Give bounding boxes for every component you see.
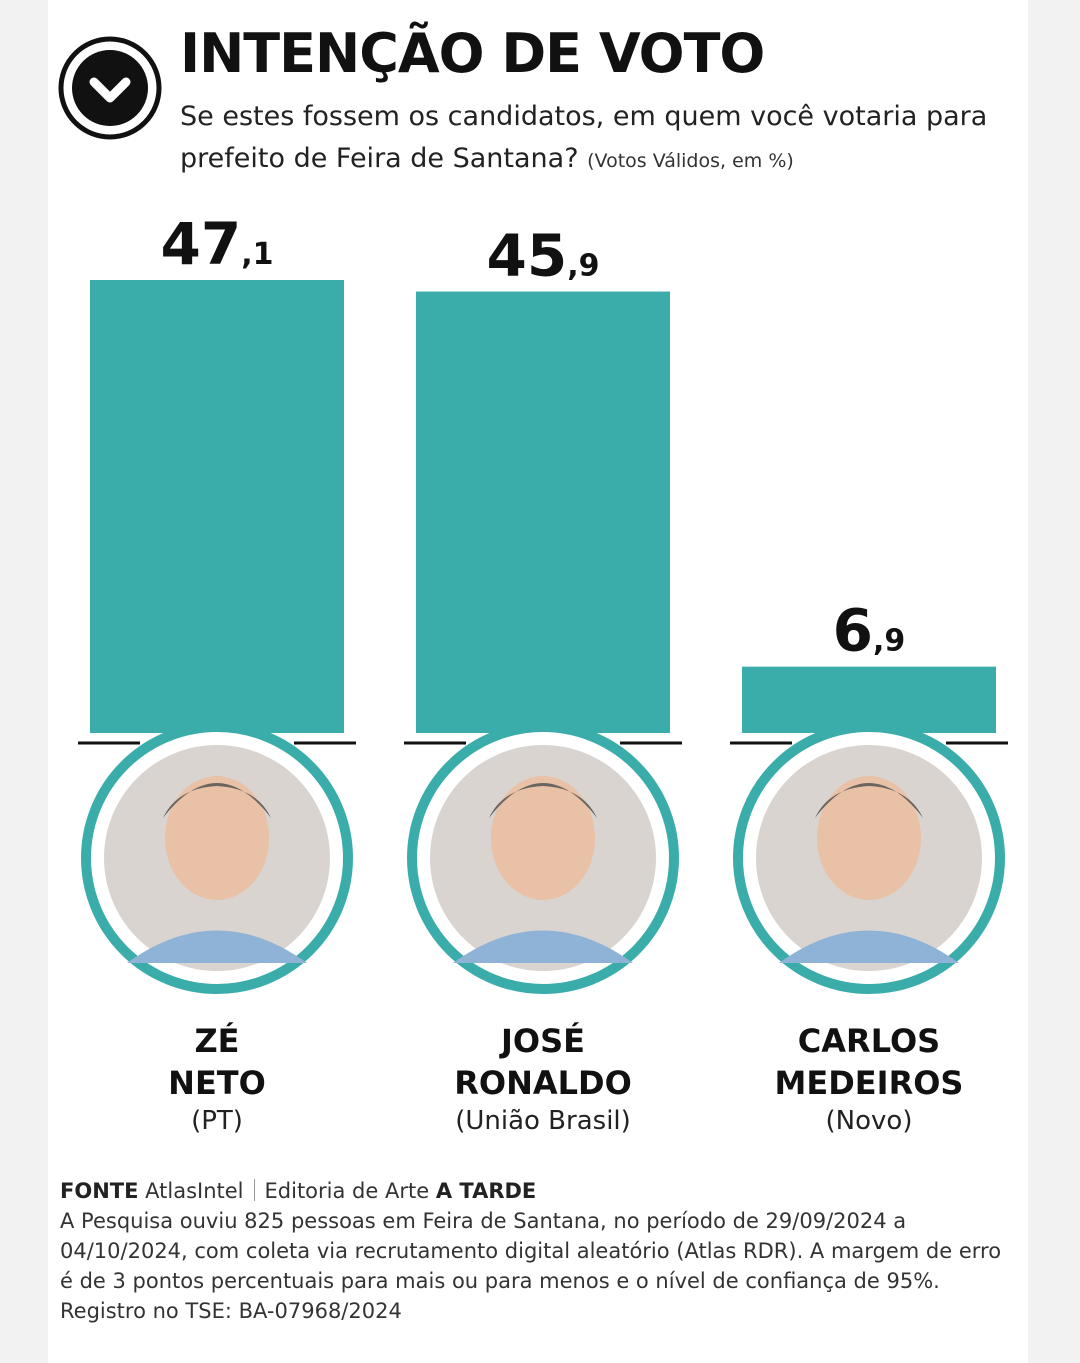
- candidate-name-3: CARLOS MEDEIROS: [719, 1020, 1019, 1104]
- value-label-1: 47,1: [161, 210, 274, 278]
- candidate-name-1: ZÉ NETO: [67, 1020, 367, 1104]
- photo-shoulders-3: [779, 930, 959, 963]
- candidate-party-2: (União Brasil): [455, 1106, 631, 1136]
- photo-hair-3: [815, 783, 923, 818]
- candidate-party-3: (Novo): [825, 1106, 913, 1136]
- methodology-note: A Pesquisa ouviu 825 pessoas em Feira de…: [60, 1209, 1002, 1323]
- photo-hair-1: [163, 783, 271, 818]
- candidate-name-1-line1: ZÉ: [194, 1022, 240, 1060]
- candidate-name-1-line2: NETO: [168, 1064, 266, 1102]
- candidate-name-2: JOSÉ RONALDO: [393, 1020, 693, 1104]
- value-label-2: 45,9: [487, 222, 600, 290]
- candidate-name-2-line1: JOSÉ: [500, 1022, 585, 1060]
- bar-1: [90, 280, 344, 733]
- value-label-3: 6,9: [833, 597, 906, 665]
- question-text: Se estes fossem os candidatos, em quem v…: [180, 101, 988, 174]
- footer: FONTE AtlasIntel Editoria de Arte A TARDE…: [60, 1176, 1020, 1326]
- photo-shoulders-1: [127, 930, 307, 963]
- photo-shoulders-2: [453, 930, 633, 963]
- divider: [253, 1179, 255, 1201]
- source-line: FONTE AtlasIntel Editoria de Arte A TARDE: [60, 1176, 1020, 1206]
- credit-prefix: Editoria de Arte: [264, 1179, 430, 1203]
- candidate-name-3-line2: MEDEIROS: [774, 1064, 964, 1102]
- photo-face-2: [491, 776, 595, 900]
- chart-subtitle: Se estes fossem os candidatos, em quem v…: [180, 96, 1020, 182]
- bar-3: [742, 666, 996, 733]
- chart-title: INTENÇÃO DE VOTO: [180, 22, 765, 85]
- candidate-party-1: (PT): [191, 1106, 243, 1136]
- source-label: FONTE: [60, 1179, 139, 1203]
- bar-2: [416, 291, 670, 733]
- unit-note: (Votos Válidos, em %): [587, 150, 794, 172]
- credit-brand: A TARDE: [435, 1179, 537, 1203]
- source-name: AtlasIntel: [145, 1179, 244, 1203]
- candidate-name-3-line1: CARLOS: [797, 1022, 941, 1060]
- photo-face-3: [817, 776, 921, 900]
- check-circle-icon: [58, 36, 162, 140]
- photo-hair-2: [489, 783, 597, 818]
- bar-chart: 47,1 45,9 6,9: [78, 210, 1008, 994]
- candidate-name-2-line2: RONALDO: [454, 1064, 632, 1102]
- photo-face-1: [165, 776, 269, 900]
